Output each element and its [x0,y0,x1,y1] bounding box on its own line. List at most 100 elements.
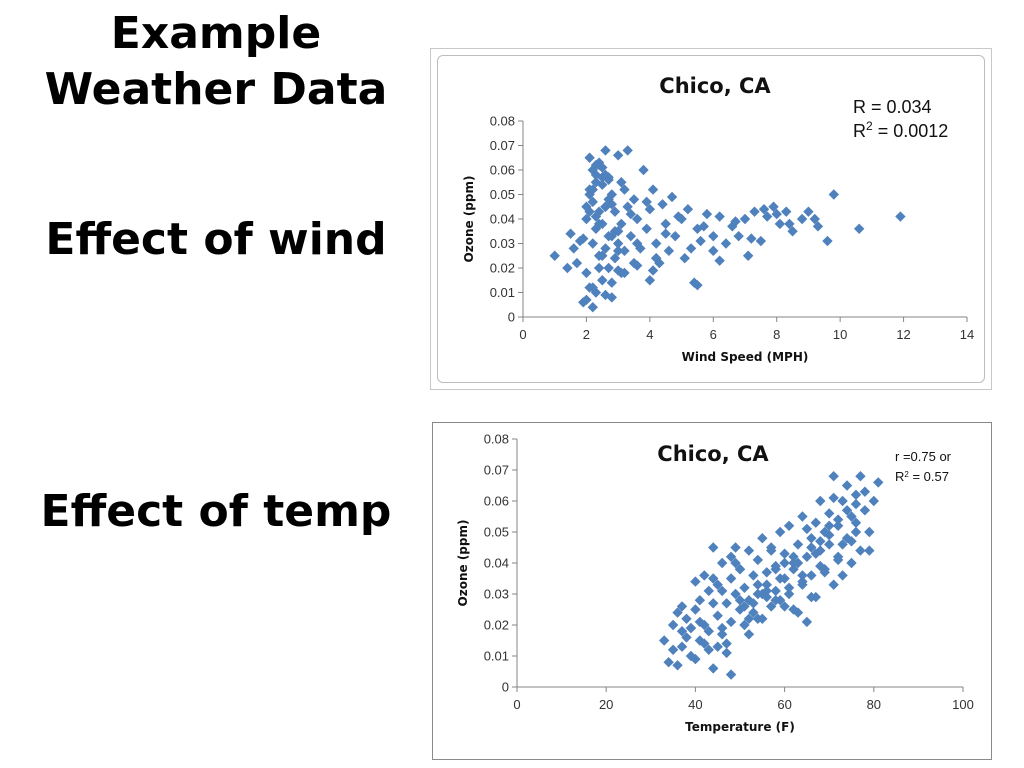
temp-point [846,536,857,547]
temp-x-tick-label: 40 [688,697,702,712]
wind-point [609,206,621,217]
wind-y-tick-label: 0.03 [490,236,515,251]
temp-point [690,604,701,615]
wind-y-tick-label: 0.06 [490,163,515,178]
wind-point [660,218,671,230]
wind-y-tick-label: 0.05 [490,187,515,202]
temp-point [681,613,692,624]
wind-x-tick-label: 12 [896,327,910,342]
wind-point [590,287,602,298]
wind-x-tick-label: 6 [710,327,717,342]
temp-point [850,489,862,500]
temp-point [806,533,817,544]
wind-point [657,199,668,210]
wind-point [651,238,662,249]
temp-point [868,495,879,507]
wind-point [708,230,719,242]
temp-point [703,585,714,597]
wind-point [784,218,795,230]
wind-point [600,243,611,254]
temp-y-tick-label: 0.01 [484,649,509,664]
wind-point [593,262,605,274]
wind-point [673,211,684,222]
wind-point [742,250,754,261]
wind-point [730,216,741,227]
temp-point [725,669,737,680]
wind-x-title: Wind Speed (MPH) [682,350,809,364]
temp-point [690,576,701,587]
wind-point [774,218,786,230]
wind-point [714,211,725,222]
wind-y-tick-label: 0.02 [490,261,515,276]
temp-point [797,570,808,581]
temp-point [774,526,786,538]
temp-point [752,554,764,566]
wind-point [749,206,760,217]
temp-point [855,545,866,556]
temp-point [699,619,710,631]
wind-point [644,275,656,286]
temp-point [783,588,795,600]
wind-point [809,213,820,225]
temp-chart: 0 0.01 0.02 0.03 0.04 0.05 0.06 0.07 0.08 0 20 40 60… [432,422,992,760]
wind-point [708,245,719,257]
temp-point [739,619,750,631]
temp-point [681,632,692,643]
temp-x-tick-label: 0 [513,697,520,712]
temp-point [837,495,848,507]
temp-point [788,604,799,615]
temp-title: Chico, CA [657,442,769,466]
temp-point [783,582,795,593]
wind-y-tick-label: 0.07 [490,138,515,153]
temp-point [788,557,799,569]
wind-point [641,223,652,234]
temp-point [721,598,732,609]
temp-point [757,533,768,544]
wind-point [739,213,751,225]
temp-point [779,557,790,569]
wind-point [787,226,798,237]
temp-point [801,523,813,535]
temp-point [783,520,795,531]
temp-point [824,539,835,550]
wind-title: Chico, CA [659,74,771,98]
temp-point [828,492,839,504]
wind-point [647,265,659,276]
temp-point [730,542,741,553]
temp-point [810,517,822,528]
wind-point [644,204,656,215]
temp-point [716,557,728,569]
temp-chart-svg: 0 0.01 0.02 0.03 0.04 0.05 0.06 0.07 0.08 0 20 40 60… [456,432,974,735]
temp-y-tick-label: 0.06 [484,494,509,509]
wind-y-tick-label: 0 [508,310,515,325]
temp-point [694,635,706,646]
wind-point [619,245,630,257]
temp-point [859,486,871,497]
temp-point [725,573,737,584]
temp-point [739,582,750,593]
wind-point [695,235,706,247]
wind-point [581,201,592,212]
wind-point [647,184,659,195]
wind-point [755,235,767,247]
temp-y-tick-label: 0.03 [484,587,509,602]
wind-annotation-line2: R2 = 0.0012 [853,119,948,141]
temp-point [806,591,817,603]
temp-point [748,570,759,581]
wind-point [714,255,725,266]
wind-point [600,201,611,212]
temp-point [873,477,884,488]
temp-point [672,660,683,671]
wind-chart-svg: 0 0.01 0.02 0.03 0.04 0.05 0.06 0.07 0.08 0 2 4 6 8 10… [462,74,974,364]
temp-point [855,471,866,482]
wind-point [828,189,839,200]
wind-point [565,228,576,239]
temp-x-title: Temperature (F) [685,720,795,734]
temp-point [708,573,719,584]
temp-point [770,585,781,597]
wind-point [781,206,792,217]
temp-point [752,579,764,590]
temp-point [730,557,741,569]
temp-point [819,526,830,538]
temp-point [774,573,786,584]
